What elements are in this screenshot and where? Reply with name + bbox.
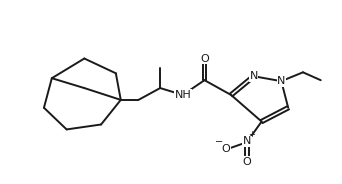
- Text: N: N: [243, 136, 251, 146]
- Text: O: O: [200, 54, 209, 63]
- Text: N: N: [277, 76, 286, 86]
- Text: O: O: [242, 157, 251, 167]
- Text: −: −: [215, 137, 223, 147]
- Text: N: N: [250, 71, 258, 81]
- Text: NH: NH: [174, 90, 191, 100]
- Text: O: O: [222, 144, 231, 154]
- Text: +: +: [248, 130, 255, 139]
